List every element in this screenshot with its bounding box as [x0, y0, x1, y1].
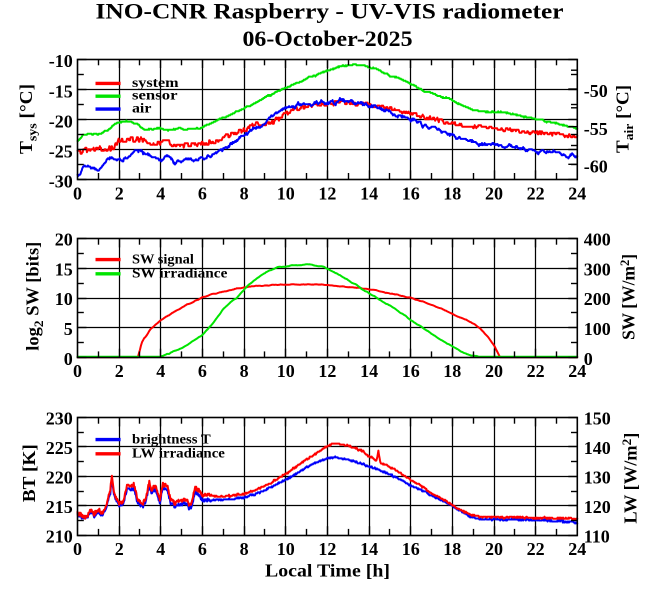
svg-text:220: 220: [46, 468, 73, 488]
svg-text:brightness T: brightness T: [132, 433, 211, 448]
svg-text:LW [W/m2]: LW [W/m2]: [619, 433, 641, 524]
svg-text:20: 20: [55, 230, 73, 250]
svg-text:SW signal: SW signal: [132, 253, 194, 268]
svg-text:2: 2: [115, 184, 124, 204]
svg-text:16: 16: [402, 539, 420, 559]
svg-text:-10: -10: [49, 51, 73, 71]
svg-text:4: 4: [156, 184, 165, 204]
svg-text:10: 10: [277, 184, 295, 204]
svg-text:24: 24: [568, 539, 586, 559]
svg-text:4: 4: [156, 361, 165, 381]
svg-text:-55: -55: [584, 119, 608, 139]
svg-text:2: 2: [115, 539, 124, 559]
svg-text:140: 140: [584, 438, 611, 458]
svg-text:200: 200: [584, 289, 611, 309]
svg-text:24: 24: [568, 361, 586, 381]
svg-text:15: 15: [55, 259, 73, 279]
svg-text:0: 0: [73, 184, 82, 204]
svg-text:110: 110: [584, 526, 610, 546]
svg-text:22: 22: [527, 184, 545, 204]
svg-text:12: 12: [318, 539, 336, 559]
svg-text:100: 100: [584, 319, 611, 339]
svg-text:06-October-2025: 06-October-2025: [243, 26, 413, 51]
svg-text:Tsys [°C]: Tsys [°C]: [16, 84, 40, 154]
svg-text:10: 10: [277, 361, 295, 381]
svg-text:22: 22: [527, 539, 545, 559]
svg-text:SW [W/m2]: SW [W/m2]: [617, 254, 639, 340]
svg-text:-60: -60: [584, 157, 608, 177]
svg-text:20: 20: [485, 361, 503, 381]
svg-text:6: 6: [198, 361, 207, 381]
svg-text:18: 18: [443, 361, 461, 381]
svg-text:14: 14: [360, 184, 378, 204]
svg-text:10: 10: [55, 289, 73, 309]
svg-text:16: 16: [402, 184, 420, 204]
svg-text:12: 12: [318, 361, 336, 381]
svg-text:215: 215: [46, 497, 73, 517]
svg-text:system: system: [132, 75, 179, 90]
svg-text:5: 5: [64, 319, 73, 339]
svg-text:130: 130: [584, 468, 611, 488]
svg-text:14: 14: [360, 361, 378, 381]
svg-text:4: 4: [156, 539, 165, 559]
svg-text:22: 22: [527, 361, 545, 381]
svg-text:sensor: sensor: [132, 88, 178, 103]
svg-text:6: 6: [198, 539, 207, 559]
svg-text:Tair [°C]: Tair [°C]: [613, 85, 637, 153]
svg-text:18: 18: [443, 184, 461, 204]
svg-text:log2 SW [bits]: log2 SW [bits]: [23, 242, 47, 351]
svg-text:0: 0: [584, 349, 593, 369]
svg-text:air: air: [132, 101, 151, 116]
svg-text:6: 6: [198, 184, 207, 204]
svg-text:-15: -15: [49, 81, 73, 101]
svg-text:0: 0: [64, 349, 73, 369]
svg-text:BT [K]: BT [K]: [19, 444, 39, 502]
svg-text:10: 10: [277, 539, 295, 559]
svg-text:16: 16: [402, 361, 420, 381]
svg-text:225: 225: [46, 438, 73, 458]
svg-text:400: 400: [584, 230, 611, 250]
svg-text:SW irradiance: SW irradiance: [132, 267, 227, 282]
svg-text:8: 8: [240, 361, 249, 381]
svg-text:0: 0: [73, 361, 82, 381]
svg-text:18: 18: [443, 539, 461, 559]
svg-text:LW irradiance: LW irradiance: [132, 447, 225, 462]
svg-text:-20: -20: [49, 111, 73, 131]
svg-text:230: 230: [46, 409, 73, 429]
svg-text:2: 2: [115, 361, 124, 381]
svg-text:20: 20: [485, 539, 503, 559]
svg-text:8: 8: [240, 539, 249, 559]
svg-text:8: 8: [240, 184, 249, 204]
svg-text:300: 300: [584, 259, 611, 279]
svg-text:20: 20: [485, 184, 503, 204]
svg-text:150: 150: [584, 409, 611, 429]
svg-text:120: 120: [584, 497, 611, 517]
svg-text:-50: -50: [584, 81, 608, 101]
svg-text:0: 0: [73, 539, 82, 559]
svg-text:12: 12: [318, 184, 336, 204]
svg-text:24: 24: [568, 184, 586, 204]
svg-text:14: 14: [360, 539, 378, 559]
svg-text:210: 210: [46, 526, 73, 546]
svg-text:-25: -25: [49, 141, 73, 161]
svg-text:Local Time [h]: Local Time [h]: [265, 561, 390, 581]
svg-text:-30: -30: [49, 172, 73, 192]
svg-text:INO-CNR Raspberry - UV-VIS rad: INO-CNR Raspberry - UV-VIS radiometer: [96, 0, 564, 24]
